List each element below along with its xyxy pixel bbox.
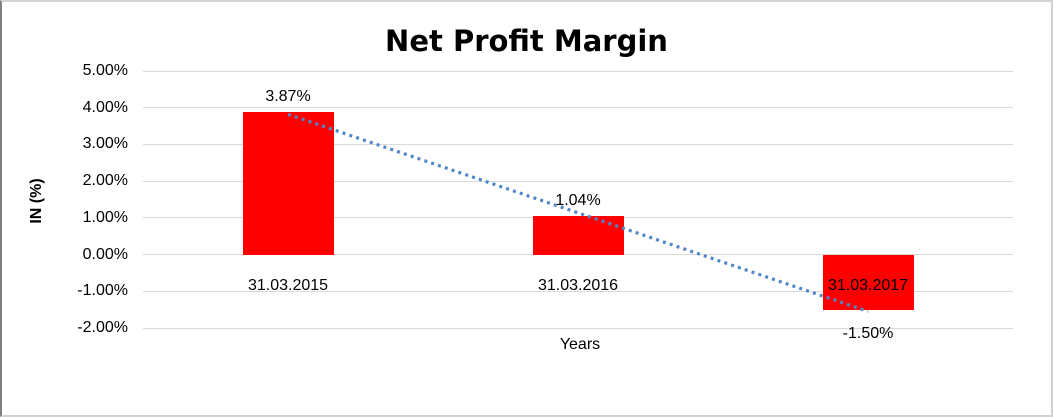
y-tick-label: -2.00% [77, 319, 128, 336]
y-tick-label: 1.00% [82, 208, 128, 226]
category-label: 31.03.2017 [827, 276, 909, 294]
gridline [143, 70, 1013, 72]
bar [242, 112, 334, 255]
gridline [143, 327, 1013, 329]
bar-data-label: -1.50% [842, 324, 894, 342]
gridline [143, 107, 1013, 109]
y-tick-label: 5.00% [82, 62, 128, 79]
category-label: 31.03.2015 [247, 276, 329, 294]
bar-data-label: 1.04% [555, 192, 601, 210]
y-tick-label: 2.00% [82, 172, 128, 190]
y-tick-label: 0.00% [82, 245, 128, 263]
y-tick-label: 4.00% [82, 98, 128, 116]
bar-data-label: 3.87% [265, 88, 311, 106]
x-axis-title: Years [559, 336, 601, 353]
y-tick-label: 3.00% [82, 135, 128, 153]
y-tick-label: -1.00% [77, 282, 128, 300]
chart-title: Net Profit Margin [385, 24, 668, 58]
bar [532, 216, 624, 255]
category-label: 31.03.2016 [537, 276, 619, 294]
